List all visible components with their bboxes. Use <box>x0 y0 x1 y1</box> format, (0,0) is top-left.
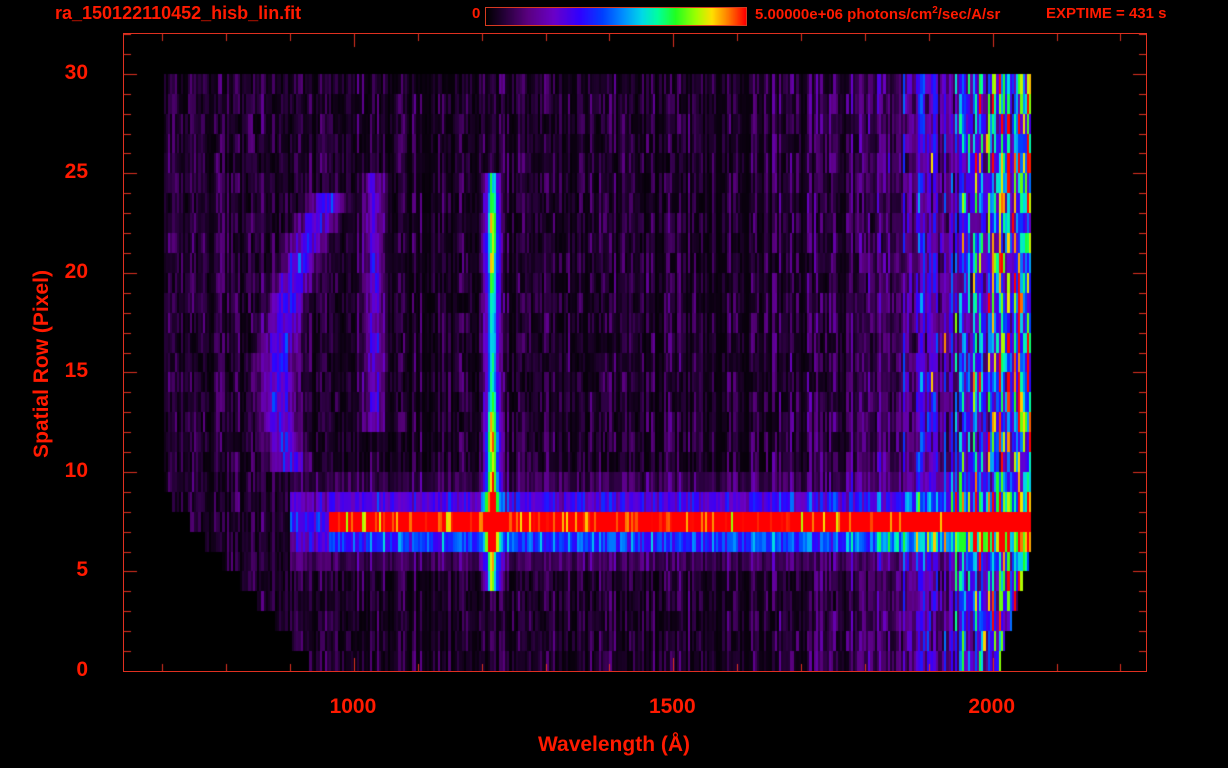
plot-area <box>123 33 1147 672</box>
spectrogram-image <box>124 34 1146 671</box>
colorbar <box>485 7 747 26</box>
y-axis-title: Spatial Row (Pixel) <box>30 270 53 458</box>
y-axis-tick-label: 25 <box>64 160 88 184</box>
x-axis-tick-label: 2000 <box>968 695 1016 718</box>
colorbar-max-value: 5.00000e+06 <box>755 6 844 23</box>
y-axis-tick-label: 0 <box>76 658 88 681</box>
y-axis-tick-label: 20 <box>64 259 88 283</box>
colorbar-max-label: 5.00000e+06 photons/cm2/sec/A/sr <box>755 5 1000 23</box>
colorbar-units-exponent: 2 <box>932 5 938 16</box>
x-axis-tick-label: 1500 <box>648 695 696 718</box>
colorbar-gradient <box>486 8 746 25</box>
colorbar-min-label: 0 <box>472 5 481 22</box>
y-axis-tick-label: 15 <box>64 359 88 383</box>
y-axis-tick-label: 5 <box>76 558 88 582</box>
y-axis-tick-label: 10 <box>64 458 88 482</box>
x-axis-tick-label: 1000 <box>329 695 377 718</box>
page-title: ra_150122110452_hisb_lin.fit <box>55 3 302 23</box>
exposure-time-label: EXPTIME = 431 s <box>1046 5 1167 22</box>
x-axis-title: Wavelength (Å) <box>537 733 691 756</box>
y-axis-tick-label: 30 <box>64 60 88 84</box>
colorbar-units-suffix: /sec/A/sr <box>937 6 1001 23</box>
colorbar-units-prefix: photons/cm <box>843 6 933 23</box>
